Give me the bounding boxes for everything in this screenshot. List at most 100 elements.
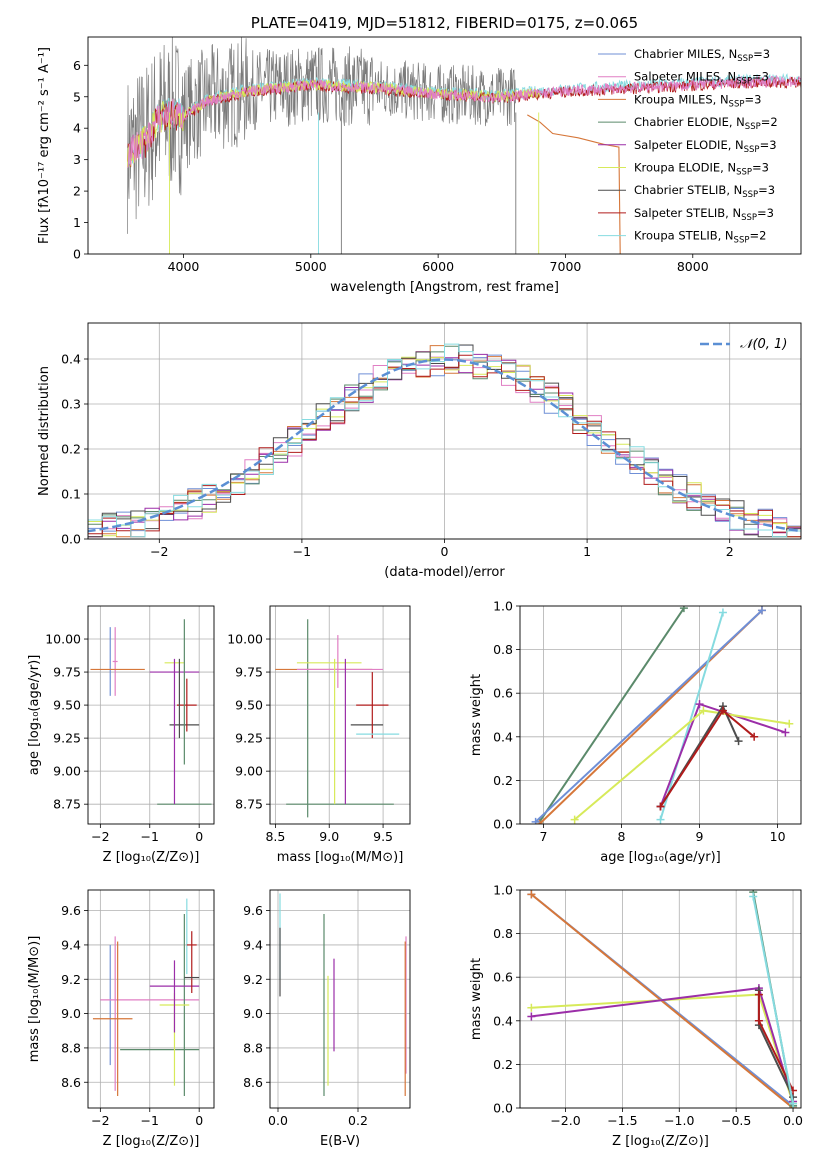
legend-subscript: SSP [736,77,752,87]
weight-marker [734,737,743,746]
x-axis-label: Z [log₁₀(Z/Z⊙)] [612,1134,709,1149]
y-tick-label: 9.75 [235,665,263,680]
legend-text: =3 [753,47,770,61]
x-axis-label: age [log₁₀(age/yr)] [600,850,721,865]
model-spectrum [127,74,801,168]
legend-subscript: SSP [744,145,760,155]
legend-label: Kroupa ELODIE, NSSP=3 [634,161,769,178]
legend-text: =2 [749,229,766,243]
legend-subscript: SSP [745,122,761,132]
x-tick-label: 8 [617,829,625,844]
y-tick-label: 0.4 [61,352,81,367]
y-tick-label: 9.6 [243,903,263,918]
y-tick-label: 10.00 [45,632,81,647]
axes-frame [87,605,215,825]
y-axis-label: mass [log₁₀(M/M⊙)] [27,936,42,1063]
y-tick-label: 3 [73,152,81,167]
weight-marker [754,1016,763,1025]
x-tick-label: 0.0 [268,1113,288,1128]
panel-weight_vs_age: 7 8 9 10 0.0 0.2 0.4 0.6 0.8 1.0 age [log₁₀(age/yr… [469,599,802,865]
x-tick-label: −0.5 [721,1113,751,1128]
x-tick-label: 8000 [677,259,709,274]
axes-frame [519,605,802,825]
y-tick-label: 8.6 [61,1075,81,1090]
x-tick-label: 6000 [422,259,454,274]
weight-marker [699,706,708,715]
y-tick-label: 8.8 [61,1040,81,1055]
x-tick-label: 9 [696,829,704,844]
panel-age_vs_mass: 8.5 9.0 9.5 8.75 9.00 9.25 9.50 9.75 10.00 mass [… [227,605,411,865]
y-tick-label: 9.25 [235,731,263,746]
weight-line [752,896,794,1104]
x-axis-label: mass [log₁₀(M/M⊙)] [277,850,404,865]
legend-text: =3 [752,70,769,84]
legend-text: =3 [760,138,777,152]
x-tick-label: 8.5 [265,829,285,844]
model-spectrum-kroupa-miles [527,114,621,254]
weight-line [530,893,794,1108]
x-tick-label: 0 [441,544,449,559]
y-tick-label: 1 [73,215,81,230]
y-tick-label: 0.8 [493,926,513,941]
y-axis-label: Flux [fλ10⁻¹⁷ erg cm⁻² s⁻¹ A⁻¹] [37,47,52,244]
x-axis-label: E(B-V) [320,1134,360,1149]
panel-age_vs_Z: −2 −1 0 8.75 9.00 9.25 9.50 9.75 10.00 Z [log₁₀(Z… [27,605,215,865]
histograms [88,343,801,538]
legend-label: Salpeter MILES, NSSP=3 [634,70,769,87]
legend-subscript: SSP [737,54,753,64]
axes-frame [519,889,802,1109]
weight-lines [531,606,794,824]
legend-subscript: SSP [736,168,752,178]
y-tick-label: 6 [73,58,81,73]
x-tick-label: 9.5 [373,829,393,844]
x-tick-label: 0 [195,1113,203,1128]
weight-marker [718,706,727,715]
x-tick-label: −1.0 [664,1113,694,1128]
legend-text: =3 [757,206,774,220]
weight-line [659,612,724,820]
y-tick-label: 8.6 [243,1075,263,1090]
y-axis-label: mass weight [469,674,484,756]
legend-text: =3 [758,183,775,197]
x-axis-label: wavelength [Angstrom, rest frame] [330,280,559,295]
legend-subscript: SSP [741,213,757,223]
y-tick-label: 0.0 [493,817,513,832]
legend-text: Salpeter MILES, N [634,70,736,84]
weight-line [534,609,763,823]
x-axis-label: (data-model)/error [384,565,505,580]
y-tick-label: 9.6 [61,903,81,918]
y-tick-label: 5 [73,89,81,104]
errorbars [275,619,400,818]
y-tick-label: 0.0 [61,532,81,547]
y-tick-label: 9.4 [61,937,81,952]
y-tick-label: 0.4 [493,729,513,744]
weight-marker [754,990,763,999]
y-tick-label: 0.2 [61,442,81,457]
panel-weight_vs_Z: −2.0 −1.5 −1.0 −0.5 0.0 0.0 0.2 0.4 0.6 0.8 1.0 Z [… [469,883,803,1150]
y-tick-label: 9.00 [235,764,263,779]
legend-text: Kroupa MILES, N [634,92,729,106]
legend-label: Kroupa MILES, NSSP=3 [634,92,761,109]
legend-text: Chabrier MILES, N [634,47,737,61]
y-tick-label: 0.4 [493,1013,513,1028]
x-tick-label: 7000 [550,259,582,274]
errorbars [92,898,200,1096]
y-tick-label: 1.0 [493,599,513,614]
y-tick-label: 0.3 [61,397,81,412]
x-tick-label: −2 [91,1113,109,1128]
weight-line [538,607,685,823]
y-tick-label: 0.2 [493,1057,513,1072]
legend-subscript: SSP [742,190,758,200]
y-tick-label: 9.25 [53,731,81,746]
legend-text: =3 [744,92,761,106]
x-axis-label: Z [log₁₀(Z/Z⊙)] [103,850,200,865]
weight-marker [695,700,704,709]
y-tick-label: 0.6 [493,686,513,701]
y-axis-label: Normed distribution [37,366,52,496]
legend-text: Kroupa STELIB, N [634,229,734,243]
y-tick-label: 0.2 [493,773,513,788]
weight-lines [527,890,798,1108]
x-tick-label: −1.5 [607,1113,637,1128]
